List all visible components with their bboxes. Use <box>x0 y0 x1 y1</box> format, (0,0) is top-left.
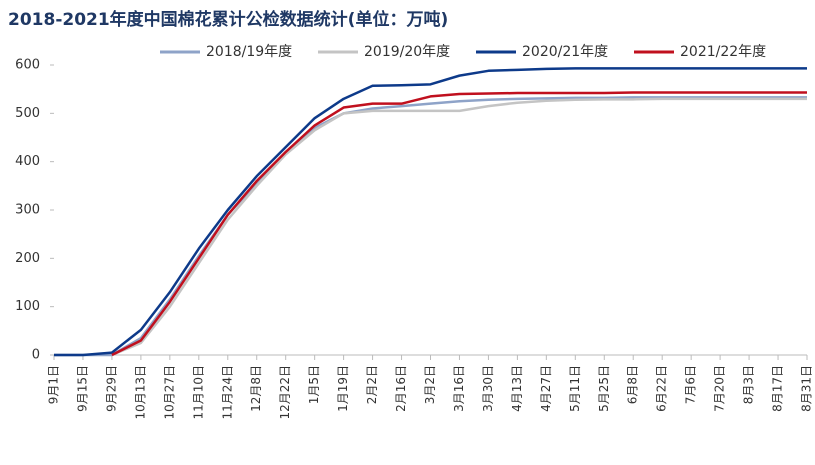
legend-label: 2020/21年度 <box>522 44 608 60</box>
x-tick-label: 1月19日 <box>336 365 350 412</box>
legend-label: 2018/19年度 <box>206 44 292 60</box>
x-tick-label: 3月30日 <box>481 365 495 412</box>
x-tick-label: 2月2日 <box>365 365 379 404</box>
x-tick-label: 6月8日 <box>626 365 640 404</box>
x-tick-label: 8月3日 <box>742 365 756 404</box>
x-tick-label: 10月13日 <box>133 365 147 420</box>
x-tick-label: 6月22日 <box>655 365 669 412</box>
legend-label: 2021/22年度 <box>680 44 766 60</box>
x-tick-label: 1月5日 <box>307 365 321 404</box>
y-tick-label: 100 <box>15 299 40 314</box>
y-tick-label: 0 <box>32 348 40 363</box>
series-line <box>54 96 807 357</box>
y-tick-label: 400 <box>15 154 40 169</box>
x-tick-label: 2月16日 <box>394 365 408 412</box>
x-tick-label: 3月2日 <box>423 365 437 404</box>
x-tick-label: 12月8日 <box>249 365 263 412</box>
x-tick-label: 7月20日 <box>713 365 727 412</box>
y-tick-label: 600 <box>15 58 40 73</box>
y-tick-label: 500 <box>15 106 40 121</box>
x-tick-label: 10月27日 <box>162 365 176 420</box>
y-tick-label: 300 <box>15 203 40 218</box>
series-line <box>111 97 807 357</box>
chart-title: 2018-2021年度中国棉花累计公检数据统计(单位：万吨) <box>8 9 448 30</box>
x-tick-label: 9月29日 <box>104 365 118 412</box>
legend-label: 2019/20年度 <box>364 44 450 60</box>
x-tick-label: 12月22日 <box>278 365 292 420</box>
series-line <box>54 67 807 357</box>
x-tick-label: 4月27日 <box>539 365 553 412</box>
x-tick-label: 5月11日 <box>568 365 582 412</box>
x-tick-label: 9月15日 <box>75 365 89 412</box>
x-tick-label: 11月10日 <box>191 365 205 420</box>
y-tick-label: 200 <box>15 251 40 266</box>
x-tick-label: 8月17日 <box>771 365 785 412</box>
series-line <box>111 91 807 357</box>
x-tick-label: 9月1日 <box>47 365 61 404</box>
x-tick-label: 8月31日 <box>800 365 814 412</box>
x-tick-label: 11月24日 <box>220 365 234 420</box>
x-tick-label: 7月6日 <box>684 365 698 404</box>
x-tick-label: 5月25日 <box>597 365 611 412</box>
x-tick-label: 3月16日 <box>452 365 466 412</box>
x-tick-label: 4月13日 <box>510 365 524 412</box>
